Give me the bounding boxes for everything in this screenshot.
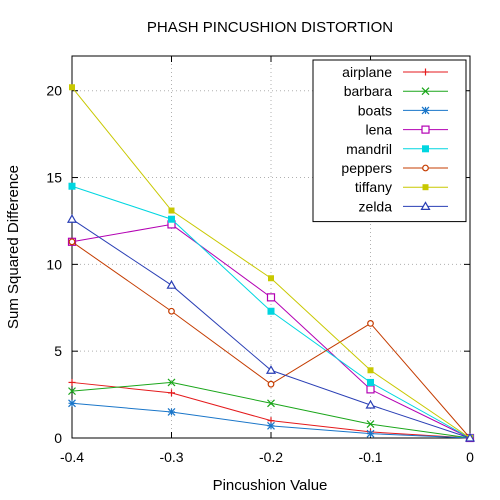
data-point-boats	[267, 421, 275, 430]
series-zelda	[66, 214, 476, 442]
data-point-barbara	[366, 420, 375, 429]
legend-label-zelda: zelda	[359, 198, 393, 214]
legend-box	[312, 59, 467, 223]
x-tick-label: -0.3	[159, 449, 183, 465]
chart-title: PHASH PINCUSHION DISTORTION	[147, 19, 393, 36]
data-point-peppers	[267, 380, 275, 388]
y-tick-label: 0	[54, 430, 62, 446]
legend-label-tiffany: tiffany	[355, 179, 392, 195]
marker-shape	[422, 164, 429, 172]
marker-shape	[268, 275, 274, 282]
data-point-boats	[167, 408, 176, 416]
data-point-tiffany	[268, 275, 274, 282]
data-point-mandril	[367, 378, 374, 386]
legend-marker-lena	[421, 125, 430, 134]
data-point-tiffany	[168, 207, 175, 214]
data-point-tiffany	[69, 84, 75, 91]
marker-shape	[367, 367, 374, 374]
legend-label-peppers: peppers	[341, 160, 392, 176]
marker-shape	[365, 399, 376, 409]
y-axis-label: Sum Squared Difference	[5, 165, 22, 329]
marker-stroke	[421, 106, 430, 115]
legend-marker-barbara	[421, 87, 430, 96]
data-point-boats	[68, 399, 76, 408]
data-point-airplane	[68, 378, 76, 386]
marker-shape	[66, 214, 78, 223]
data-point-zelda	[265, 365, 277, 374]
marker-stroke	[267, 421, 275, 430]
legend-label-boats: boats	[358, 102, 392, 118]
data-point-zelda	[166, 279, 177, 289]
legend-marker-peppers	[422, 164, 429, 172]
legend-label-lena: lena	[366, 122, 393, 138]
data-point-zelda	[464, 432, 476, 442]
marker-stroke	[167, 378, 176, 387]
marker-shape	[68, 182, 76, 190]
marker-shape	[265, 365, 277, 374]
marker-stroke	[366, 420, 375, 429]
series-peppers	[68, 238, 474, 442]
data-point-zelda	[365, 399, 376, 409]
legend-marker-boats	[421, 106, 430, 115]
x-tick-label: -0.4	[60, 449, 84, 465]
x-tick-label: -0.2	[259, 449, 283, 465]
data-point-tiffany	[367, 367, 374, 374]
marker-stroke	[167, 408, 176, 416]
data-point-mandril	[267, 307, 275, 315]
legend-marker-airplane	[422, 68, 429, 76]
marker-stroke	[68, 399, 76, 408]
series-line-barbara	[71, 381, 471, 439]
y-tick-label: 10	[46, 256, 62, 272]
marker-shape	[367, 378, 374, 386]
marker-shape	[464, 432, 476, 442]
data-point-barbara	[167, 378, 176, 387]
marker-shape	[168, 207, 175, 214]
data-point-peppers	[168, 307, 175, 315]
marker-shape	[422, 184, 429, 191]
data-point-mandril	[168, 215, 175, 223]
marker-shape	[366, 385, 375, 394]
x-axis-label: Pincushion Value	[213, 477, 328, 494]
data-point-lena	[366, 385, 375, 394]
y-tick-label: 5	[54, 343, 62, 359]
data-point-barbara	[267, 399, 275, 408]
legend-label-airplane: airplane	[342, 64, 392, 80]
legend-marker-tiffany	[422, 184, 429, 191]
data-point-barbara	[68, 387, 76, 396]
marker-shape	[267, 307, 275, 315]
marker-shape	[68, 238, 76, 246]
x-tick-label: 0	[466, 449, 474, 465]
marker-shape	[367, 320, 374, 327]
legend-marker-mandril	[422, 145, 429, 153]
data-point-lena	[266, 293, 276, 302]
marker-shape	[422, 145, 429, 153]
legend-label-barbara: barbara	[344, 83, 392, 99]
marker-shape	[166, 279, 177, 289]
y-tick-label: 15	[46, 170, 62, 186]
data-point-peppers	[68, 238, 76, 246]
marker-shape	[421, 125, 430, 134]
marker-stroke	[366, 429, 375, 438]
y-tick-label: 20	[46, 83, 62, 99]
x-tick-label: -0.1	[358, 449, 382, 465]
legend-label-mandril: mandril	[346, 141, 392, 157]
data-point-boats	[366, 429, 375, 438]
marker-stroke	[68, 387, 76, 396]
marker-shape	[168, 307, 175, 315]
series-layer	[66, 84, 476, 443]
data-point-mandril	[68, 182, 76, 190]
marker-stroke	[267, 399, 275, 408]
marker-shape	[266, 293, 276, 302]
marker-shape	[267, 380, 275, 388]
data-point-zelda	[66, 214, 78, 223]
marker-shape	[420, 201, 431, 210]
marker-stroke	[421, 87, 430, 96]
data-point-airplane	[168, 389, 175, 397]
data-point-peppers	[367, 320, 374, 327]
marker-shape	[69, 84, 75, 91]
marker-shape	[168, 215, 175, 223]
legend-marker-zelda	[420, 201, 431, 210]
legend: airplane barbara boats lena mandril peppers ti…	[312, 59, 467, 223]
